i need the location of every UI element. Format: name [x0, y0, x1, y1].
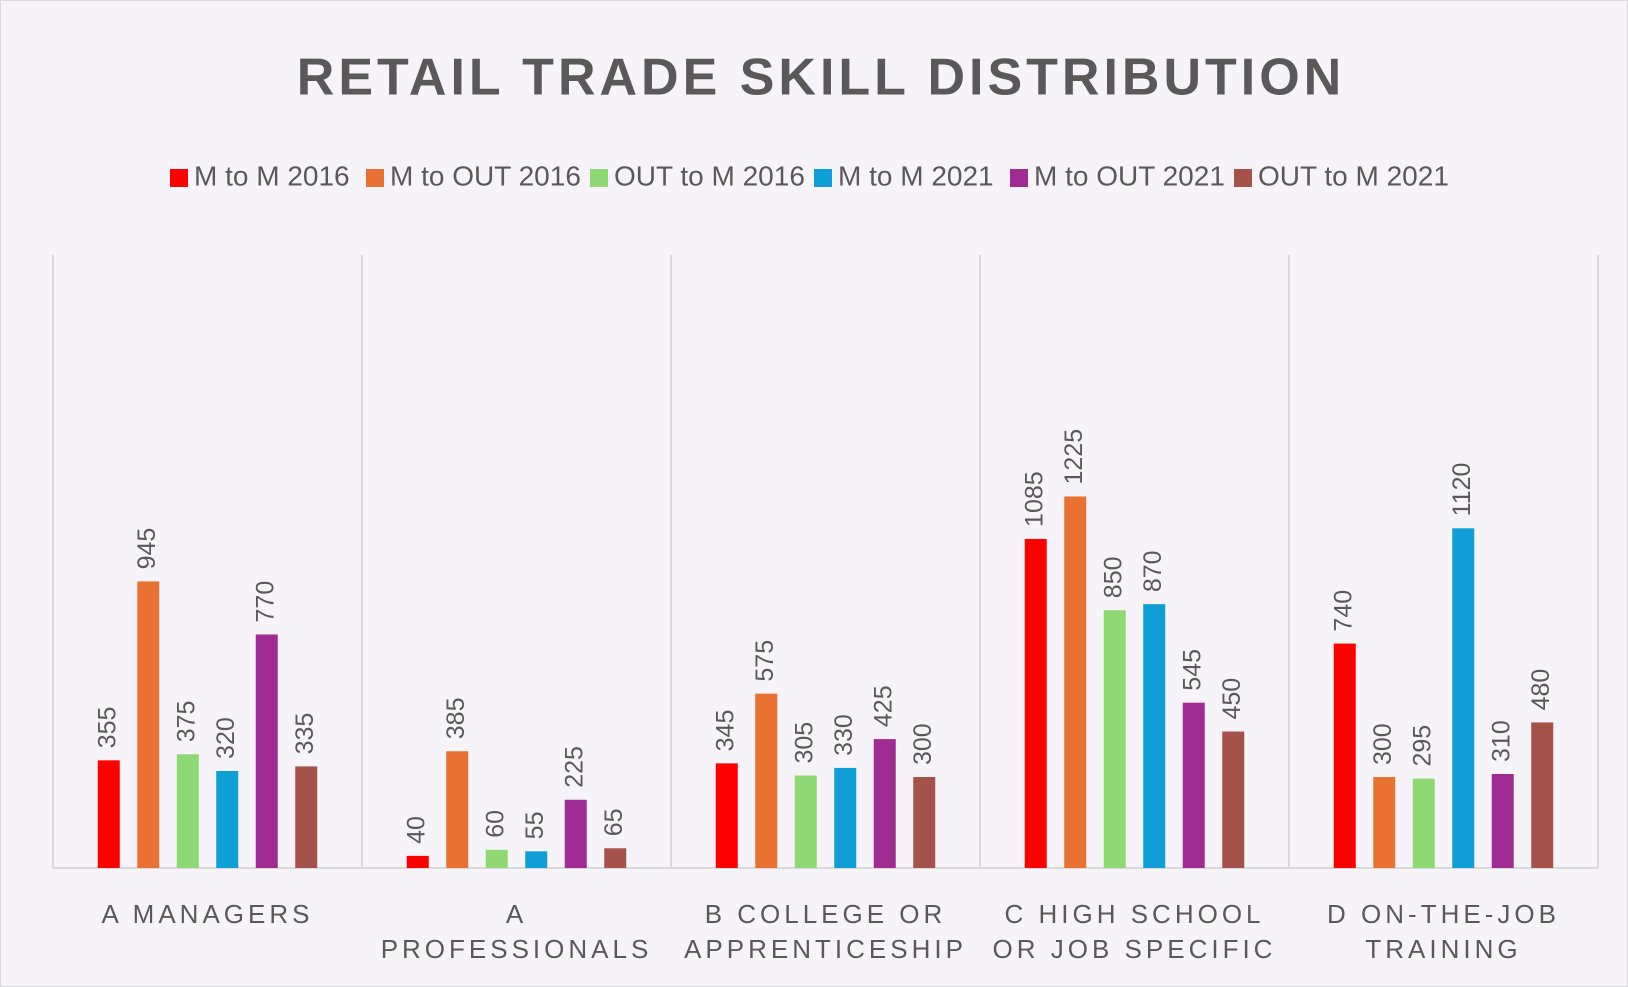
bar: [97, 760, 120, 868]
data-label: 310: [1487, 720, 1515, 762]
bar: [137, 581, 160, 868]
legend-swatch: [590, 169, 608, 187]
bar: [604, 848, 627, 868]
bar: [715, 763, 738, 868]
bar: [1064, 496, 1087, 868]
data-label: 545: [1178, 649, 1206, 691]
legend-label: M to OUT 2016: [390, 160, 581, 191]
bar: [525, 851, 548, 868]
x-tick-label: A MANAGERS: [101, 899, 314, 929]
bar: [873, 739, 896, 868]
legend-label: M to OUT 2021: [1034, 160, 1225, 191]
bar: [1452, 528, 1475, 868]
legend-label: OUT to M 2016: [614, 160, 805, 191]
bar: [1531, 722, 1554, 868]
data-label: 345: [711, 710, 739, 752]
data-label: 1225: [1060, 429, 1088, 485]
data-label: 295: [1408, 725, 1436, 767]
bar: [1103, 610, 1126, 868]
data-label: 55: [521, 812, 549, 840]
chart-title: RETAIL TRADE SKILL DISTRIBUTION: [297, 49, 1345, 107]
data-label: 1085: [1020, 471, 1048, 527]
legend-swatch: [1010, 169, 1028, 187]
data-label: 450: [1218, 678, 1246, 720]
data-label: 870: [1139, 550, 1167, 592]
data-label: 1120: [1448, 463, 1476, 517]
bar: [755, 693, 778, 868]
bar: [216, 770, 239, 868]
data-label: 300: [1369, 723, 1397, 765]
legend-swatch: [366, 169, 384, 187]
data-label: 320: [212, 717, 240, 759]
x-tick-label: A PROFESSIONALS: [380, 899, 653, 964]
bar: [446, 751, 469, 868]
data-label: 330: [830, 714, 858, 756]
bar: [794, 775, 817, 868]
legend-swatch: [170, 169, 188, 187]
legend-label: M to M 2016: [194, 160, 350, 191]
bar: [564, 799, 587, 868]
data-label: 60: [481, 810, 509, 838]
data-label: 305: [790, 722, 818, 764]
bar: [913, 777, 936, 868]
data-label: 945: [133, 528, 161, 570]
bar: [295, 766, 318, 868]
bar: [406, 855, 429, 868]
bar: [485, 849, 508, 868]
data-label: 375: [172, 701, 200, 743]
data-label: 335: [291, 713, 319, 755]
bar: [1373, 777, 1396, 868]
legend-label: M to M 2021: [838, 160, 994, 191]
bar: [1222, 731, 1245, 868]
bar: [1412, 778, 1435, 868]
bar: [176, 754, 199, 868]
legend-swatch: [1234, 169, 1252, 187]
legend-swatch: [814, 169, 832, 187]
data-label: 225: [560, 746, 588, 788]
bar: [1491, 773, 1514, 868]
x-tick-label: D ON-THE-JOB TRAINING: [1327, 899, 1560, 964]
data-label: 355: [93, 707, 121, 749]
bar: [1024, 538, 1047, 868]
bar: [1143, 604, 1166, 868]
data-label: 300: [909, 723, 937, 765]
bar: [255, 634, 278, 868]
x-tick-label: C HIGH SCHOOL OR JOB SPECIFIC: [992, 899, 1277, 964]
legend-label: OUT to M 2021: [1258, 160, 1449, 191]
data-label: 770: [251, 581, 279, 623]
data-label: 575: [751, 640, 779, 682]
bar: [1182, 702, 1205, 868]
data-label: 425: [869, 685, 897, 727]
data-label: 850: [1099, 556, 1127, 598]
data-label: 65: [600, 808, 628, 836]
bar: [1333, 643, 1356, 868]
data-label: 40: [402, 816, 430, 844]
data-label: 385: [442, 698, 470, 740]
data-label: 480: [1527, 669, 1555, 711]
x-tick-label: B COLLEGE OR APPRENTICESHIP: [684, 899, 967, 964]
data-label: 740: [1329, 590, 1357, 632]
bar: [834, 767, 857, 868]
